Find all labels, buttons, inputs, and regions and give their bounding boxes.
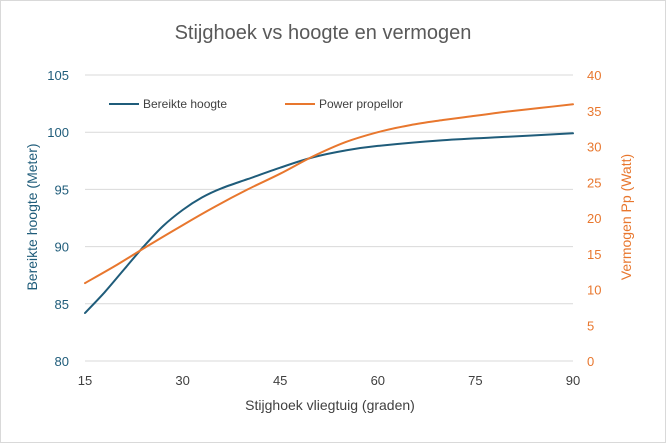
x-tick-label-2: 45 bbox=[273, 373, 287, 388]
x-axis-ticks: 15 30 45 60 75 90 bbox=[78, 373, 580, 388]
y-tick-label-3: 95 bbox=[55, 182, 69, 197]
y2-tick-label-8: 40 bbox=[587, 68, 601, 83]
legend-label-1: Power propellor bbox=[319, 97, 403, 111]
x-tick-label-1: 30 bbox=[175, 373, 189, 388]
y-tick-label-0: 80 bbox=[55, 354, 69, 369]
series-lines bbox=[84, 103, 574, 314]
y2-tick-label-5: 25 bbox=[587, 175, 601, 190]
y2-axis-label: Vermogen Pp (Watt) bbox=[618, 154, 634, 280]
y-axis-label: Bereikte hoogte (Meter) bbox=[24, 143, 40, 290]
x-tick-label-3: 60 bbox=[371, 373, 385, 388]
y2-tick-label-1: 5 bbox=[587, 318, 594, 333]
x-axis-label: Stijghoek vliegtuig (graden) bbox=[245, 397, 415, 413]
y-tick-label-5: 105 bbox=[47, 68, 69, 83]
y-tick-label-2: 90 bbox=[55, 240, 69, 255]
y-tick-label-4: 100 bbox=[47, 125, 69, 140]
y2-tick-label-3: 15 bbox=[587, 247, 601, 262]
legend: Bereikte hoogte Power propellor bbox=[109, 97, 403, 111]
legend-label-0: Bereikte hoogte bbox=[143, 97, 227, 111]
x-tick-label-5: 90 bbox=[566, 373, 580, 388]
y2-tick-label-2: 10 bbox=[587, 283, 601, 298]
y2-axis-ticks: 0 5 10 15 20 25 30 35 40 bbox=[587, 68, 601, 369]
chart-title: Stijghoek vs hoogte en vermogen bbox=[175, 22, 472, 44]
y-axis-ticks: 80 85 90 95 100 105 bbox=[47, 68, 69, 369]
grid-lines bbox=[85, 74, 573, 362]
x-tick-label-4: 75 bbox=[468, 373, 482, 388]
y-tick-label-1: 85 bbox=[55, 297, 69, 312]
x-tick-label-0: 15 bbox=[78, 373, 92, 388]
y2-tick-label-7: 35 bbox=[587, 104, 601, 119]
y2-tick-label-0: 0 bbox=[587, 354, 594, 369]
y2-tick-label-6: 30 bbox=[587, 140, 601, 155]
y2-tick-label-4: 20 bbox=[587, 211, 601, 226]
series-line-0 bbox=[84, 132, 574, 314]
series-line-1 bbox=[84, 103, 574, 285]
